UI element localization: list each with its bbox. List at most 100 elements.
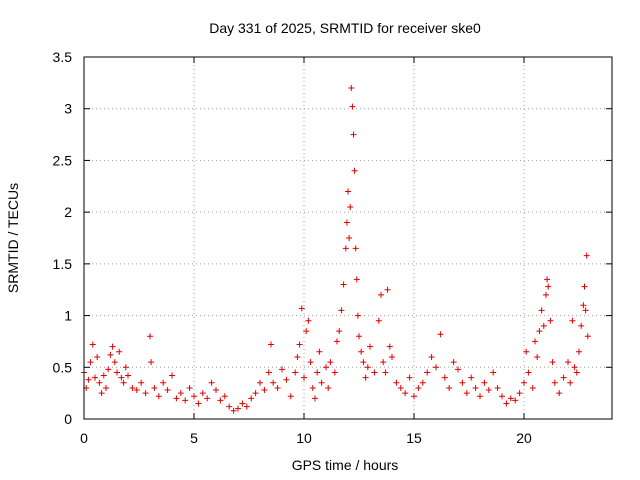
data-point xyxy=(221,393,228,400)
data-point xyxy=(534,353,541,360)
data-point xyxy=(283,376,290,383)
data-point xyxy=(573,369,580,376)
data-point xyxy=(312,395,318,402)
data-point xyxy=(191,393,197,400)
data-point xyxy=(316,348,323,355)
data-point xyxy=(307,359,314,366)
data-point xyxy=(567,379,574,386)
data-point xyxy=(455,366,461,373)
data-point xyxy=(138,379,145,386)
data-point xyxy=(334,338,340,345)
data-point xyxy=(177,390,184,397)
data-point xyxy=(437,331,444,338)
data-point xyxy=(85,376,92,383)
data-point xyxy=(338,307,345,314)
data-point xyxy=(356,333,362,340)
data-point xyxy=(147,333,153,340)
data-point xyxy=(549,359,556,366)
data-point xyxy=(583,252,590,259)
data-point xyxy=(296,341,303,348)
data-point xyxy=(349,103,356,110)
data-point xyxy=(529,384,536,391)
data-point xyxy=(446,384,453,391)
axis-ticks: 0 0.5 1 1.5 2 2.5 3 3.5 0 5 10 15 20 xyxy=(53,49,612,446)
x-tick-label: 10 xyxy=(296,430,312,446)
data-point xyxy=(378,291,384,298)
x-tick-label: 0 xyxy=(80,430,88,446)
data-point xyxy=(419,379,426,386)
data-point xyxy=(371,369,378,376)
data-point xyxy=(525,369,532,376)
y-tick-label: 1.5 xyxy=(53,256,73,272)
data-point xyxy=(186,384,193,391)
data-point xyxy=(294,353,301,360)
data-point xyxy=(571,364,578,371)
data-point xyxy=(393,379,400,386)
data-point xyxy=(122,364,129,371)
data-point xyxy=(342,245,349,252)
data-point xyxy=(118,374,125,381)
data-point xyxy=(343,219,350,226)
data-point xyxy=(459,379,466,386)
y-tick-label: 0.5 xyxy=(53,359,73,375)
data-point xyxy=(239,400,246,407)
data-point xyxy=(544,276,551,283)
data-point xyxy=(512,397,519,404)
data-point xyxy=(226,403,233,410)
data-point xyxy=(279,366,285,373)
data-point xyxy=(318,379,325,386)
data-point xyxy=(547,317,554,324)
data-point xyxy=(235,405,241,412)
data-point xyxy=(584,333,591,340)
data-point xyxy=(556,390,563,397)
data-point xyxy=(362,374,369,381)
data-point xyxy=(348,85,355,92)
data-point xyxy=(182,397,189,404)
data-point xyxy=(580,302,587,309)
y-tick-label: 3 xyxy=(64,101,72,117)
data-point xyxy=(109,343,116,350)
data-point xyxy=(578,322,585,329)
y-tick-label: 1 xyxy=(64,308,72,324)
data-point xyxy=(382,369,389,376)
data-point xyxy=(540,322,547,329)
data-point xyxy=(358,348,365,355)
data-point xyxy=(380,359,387,366)
data-point xyxy=(252,390,259,397)
data-point xyxy=(346,235,353,241)
data-point xyxy=(325,384,332,391)
data-point xyxy=(107,351,114,358)
data-point xyxy=(354,312,361,319)
data-point xyxy=(411,393,417,400)
data-point xyxy=(364,364,371,371)
data-point xyxy=(521,379,527,386)
data-point xyxy=(116,348,123,355)
data-point xyxy=(303,328,310,335)
data-point xyxy=(111,359,118,366)
data-point xyxy=(257,379,263,386)
data-point xyxy=(248,395,255,402)
data-point xyxy=(103,384,109,391)
data-point xyxy=(565,359,571,366)
data-point xyxy=(94,353,101,360)
data-point xyxy=(352,245,359,252)
data-point xyxy=(105,366,112,373)
data-point xyxy=(340,281,347,288)
data-point xyxy=(375,317,382,324)
data-point xyxy=(142,390,149,397)
data-point xyxy=(301,374,307,381)
data-point xyxy=(402,390,409,397)
data-point xyxy=(173,395,180,402)
data-point xyxy=(433,364,439,371)
data-point xyxy=(217,397,224,404)
data-point xyxy=(481,379,488,386)
data-point xyxy=(441,374,448,381)
data-point xyxy=(331,369,338,376)
data-point xyxy=(114,369,120,376)
grid-lines xyxy=(84,57,612,419)
data-point xyxy=(261,387,268,394)
data-point xyxy=(292,369,299,376)
x-tick-label: 20 xyxy=(516,430,532,446)
data-point xyxy=(274,384,281,391)
